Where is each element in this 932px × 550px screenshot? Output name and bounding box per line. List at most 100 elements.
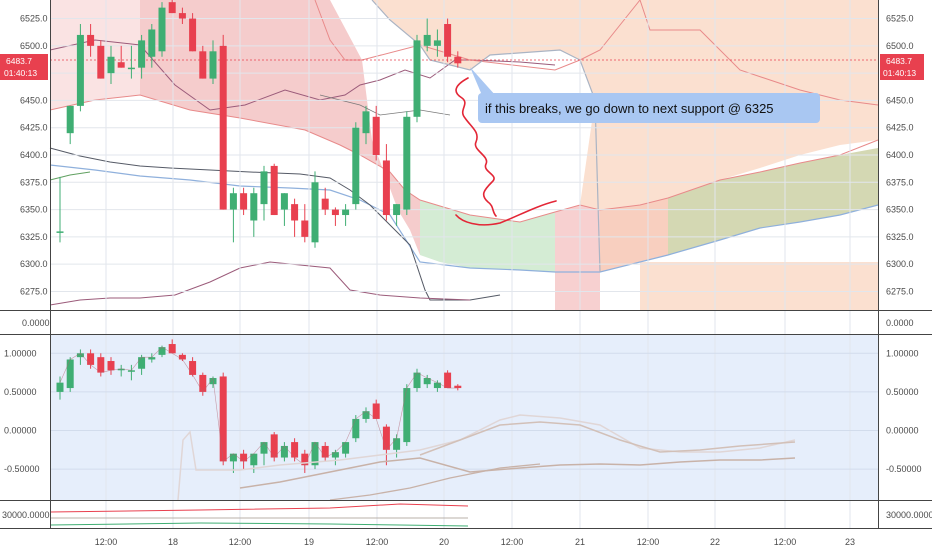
osc-tick-right: 0.50000 <box>886 387 919 397</box>
oscillator-lines <box>177 414 796 501</box>
osc-close-line <box>59 346 458 466</box>
osc-tick-left: 0.50000 <box>4 387 37 397</box>
price-candle-body <box>423 34 431 46</box>
price-candle-body <box>138 40 146 68</box>
price-candle-body <box>270 165 278 216</box>
freehand-arc[interactable] <box>455 200 557 226</box>
volume-lines <box>49 503 469 527</box>
volume-line-red <box>49 503 469 513</box>
osc-candle-body <box>199 374 207 392</box>
osc-candle <box>444 370 452 389</box>
line-cloud-edge-red <box>314 0 879 106</box>
cloud-bull-right <box>668 148 878 255</box>
osc-tick-left: -0.50000 <box>4 464 40 474</box>
osc-candle <box>148 353 156 363</box>
price-candle <box>433 29 441 57</box>
price-candle-body <box>280 193 288 210</box>
price-candle-body <box>403 116 411 210</box>
osc-candle-body <box>372 403 380 419</box>
price-candle <box>178 7 186 25</box>
price-candle <box>56 176 64 243</box>
x-tick-label: 19 <box>304 537 314 547</box>
osc-candle-body <box>127 370 135 372</box>
price-candle <box>270 163 278 216</box>
callout-box[interactable] <box>478 93 820 123</box>
price-candle <box>168 0 176 14</box>
osc-candle-body <box>138 357 146 369</box>
price-candle <box>403 111 411 216</box>
y-tick-label-right: 6425.0 <box>886 123 914 133</box>
osc-candle <box>362 407 370 423</box>
cloud-bear-far-left <box>50 0 140 110</box>
freehand-squiggle[interactable] <box>455 77 497 217</box>
osc-candle-body <box>321 445 329 458</box>
osc-candle <box>66 357 74 392</box>
y-tick-label-right: 6525.0 <box>886 14 914 24</box>
osc-candle-body <box>423 378 431 385</box>
y-tick-label-right: 6350.0 <box>886 205 914 215</box>
price-candle-body <box>372 116 380 155</box>
price-candle-body <box>199 51 207 79</box>
price-candle-body <box>433 40 441 46</box>
price-candle-body <box>362 111 370 134</box>
future-peach-fill <box>640 262 878 310</box>
osc-candle <box>311 442 319 470</box>
oscillator-candles <box>56 339 462 473</box>
price-candle <box>280 193 288 226</box>
price-candle-body <box>301 220 309 237</box>
osc-tick-right: 1.00000 <box>886 348 919 358</box>
price-candle-body <box>219 45 227 210</box>
price-candle <box>413 34 421 123</box>
price-candle <box>87 24 95 57</box>
osc-candle-body <box>403 388 411 443</box>
osc-candle-body <box>454 385 462 389</box>
y-tick-label-right: 6450.0 <box>886 95 914 105</box>
osc-candle-body <box>158 347 166 355</box>
osc-candle <box>403 384 411 446</box>
price-candle-body <box>342 209 350 216</box>
grid-lines <box>50 0 878 528</box>
price-candle-body <box>127 67 135 70</box>
price-candle <box>352 122 360 210</box>
price-candle-body <box>229 193 237 210</box>
x-tick-label: 12:00 <box>637 537 660 547</box>
freehand-drawing[interactable] <box>455 77 557 226</box>
osc-candle-body <box>148 357 156 360</box>
osc-candle <box>423 374 431 389</box>
osc-candle-body <box>301 453 309 466</box>
price-candle-body <box>117 62 125 68</box>
osc-candle-body <box>107 361 115 371</box>
price-candle <box>342 204 350 226</box>
price-candle <box>321 187 329 216</box>
osc-candle-body <box>219 376 227 462</box>
osc-line-brown <box>239 457 796 489</box>
price-candle-body <box>189 18 197 52</box>
price-candle-body <box>56 231 64 233</box>
price-candle-body <box>148 29 156 57</box>
x-tick-label: 21 <box>575 537 585 547</box>
price-candle <box>423 18 431 52</box>
y-tick-label-right: 6375.0 <box>886 177 914 187</box>
y-tick-label-right: 6325.0 <box>886 232 914 242</box>
price-candle-body <box>454 56 462 64</box>
osc-candle <box>342 442 350 458</box>
price-candle-body <box>76 34 84 106</box>
annotation-callout[interactable]: if this breaks, we go down to next suppo… <box>470 67 820 123</box>
osc-candle <box>280 442 288 462</box>
price-candle <box>76 24 84 112</box>
osc-tick-left: 0.00000 <box>4 426 37 436</box>
price-candle <box>219 34 227 210</box>
price-candle <box>138 34 146 79</box>
y-tick-label-left: 6300.0 <box>20 259 48 269</box>
price-candle <box>372 105 380 161</box>
left-last-price: 6483.7 <box>6 56 32 66</box>
osc-candle <box>250 453 258 473</box>
price-candle <box>209 40 217 85</box>
osc-candle-body <box>352 418 360 439</box>
line-kumo-dark <box>319 94 451 116</box>
price-candle-body <box>158 7 166 52</box>
y-tick-label-right: 6400.0 <box>886 150 914 160</box>
y-tick-label-left: 6325.0 <box>20 232 48 242</box>
osc-candle <box>107 357 115 375</box>
